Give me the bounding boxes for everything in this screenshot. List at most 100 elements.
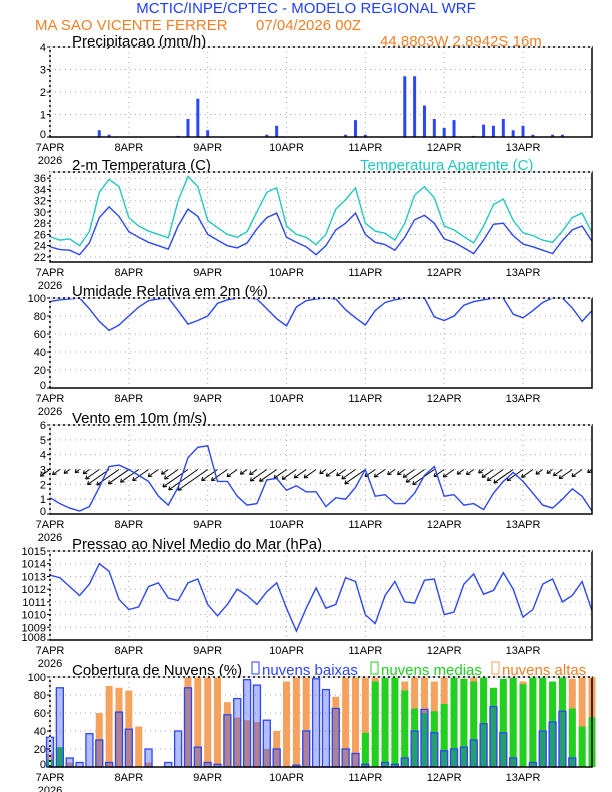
cloud-bar-nuvens-baixas — [331, 707, 340, 768]
pres-xtick-label: 12APR — [427, 645, 462, 657]
cloud-bar-nuvens-baixas — [252, 684, 262, 768]
pres-year-label: 2026 — [38, 658, 62, 670]
wind-arrowhead — [85, 475, 90, 480]
wind-arrowhead — [164, 475, 169, 480]
wind-arrowhead — [442, 473, 448, 478]
wind-arrow — [344, 469, 366, 485]
cloud-bar-nuvens-baixas — [410, 730, 419, 768]
legend-swatch-high — [491, 661, 500, 675]
temp-ytick-label: 24 — [34, 241, 46, 253]
cloud-bar-nuvens-baixas — [242, 679, 252, 768]
precip-ytick-label: 3 — [40, 65, 46, 77]
cloud-bar-nuvens-medias — [381, 677, 389, 767]
cloud-bar-nuvens-medias — [539, 677, 547, 767]
rh-frame — [49, 297, 593, 389]
cloud-bar-nuvens-baixas — [430, 732, 439, 768]
precip-bar-precipitacao — [363, 134, 367, 137]
temp-xtick-label: 7APR — [36, 267, 65, 279]
cloud-bar-nuvens-baixas — [479, 723, 488, 768]
cloud-bar-nuvens-baixas — [173, 730, 183, 768]
cloud-bar-nuvens-medias — [420, 713, 428, 767]
wind-arrowhead — [341, 475, 346, 480]
precip-bar-precipitacao — [452, 120, 456, 137]
wind-title: Vento em 10m (m/s) — [72, 410, 207, 427]
precip-bar-precipitacao — [107, 134, 111, 137]
temp-xtick-label: 11APR — [348, 267, 382, 279]
wind-arrowhead — [52, 470, 57, 476]
rh-xtick-label: 7APR — [36, 393, 65, 405]
cloud-bar-nuvens-baixas — [440, 750, 449, 768]
precip-bar-precipitacao — [501, 119, 505, 137]
rh-year-label: 2026 — [38, 406, 62, 418]
wind-arrow — [303, 469, 317, 479]
temp-line-temperatura-aparente-c- — [49, 175, 593, 247]
precip-bar-precipitacao — [275, 125, 279, 137]
pres-xtick-label: 7APR — [36, 645, 65, 657]
cloud-bar-nuvens-altas — [283, 681, 291, 767]
cloud-xtick-label: 13APR — [506, 772, 541, 784]
pres-ytick-label: 1014 — [22, 559, 46, 571]
wind-arrowhead — [107, 480, 113, 485]
precip-xtick-label: 8APR — [114, 142, 143, 154]
precip-bar-precipitacao — [531, 134, 535, 137]
precip-bar-precipitacao — [432, 119, 436, 137]
main-title: MCTIC/INPE/CPTEC - MODELO REGIONAL WRF — [136, 0, 475, 17]
cloud-panel: 0 20 40 60 80 100 7APR 8APR 9APR 10APR 11APR 12APR 1… — [28, 672, 596, 792]
rh-ytick-label: 100 — [28, 293, 46, 305]
wind-arrowhead — [87, 481, 92, 486]
cloud-bar-nuvens-baixas — [351, 752, 360, 768]
wind-arrowhead — [558, 474, 564, 480]
wind-arrow — [336, 469, 346, 477]
cloud-bar-nuvens-medias — [558, 677, 566, 767]
wind-arrowhead — [147, 472, 153, 478]
wind-arrowhead — [168, 486, 173, 491]
temp-ytick-label: 34 — [34, 184, 46, 196]
wind-arrow — [240, 469, 248, 475]
pres-ytick-label: 1012 — [22, 584, 46, 596]
precip-bar-precipitacao — [206, 130, 210, 137]
cloud-bar-nuvens-altas — [66, 762, 74, 767]
wind-arrow — [211, 469, 228, 482]
precip-bar-precipitacao — [97, 130, 101, 137]
cloud-bar-nuvens-altas — [351, 677, 359, 767]
wind-arrow — [466, 469, 475, 476]
wind-xtick-label: 9APR — [193, 519, 222, 531]
cloud-bar-nuvens-baixas — [311, 678, 321, 768]
wind-arrow — [132, 469, 149, 482]
cloud-bar-nuvens-medias — [529, 677, 537, 767]
cloud-bar-nuvens-altas — [332, 696, 340, 767]
wind-arrow — [487, 469, 504, 482]
wind-arrow — [259, 469, 277, 482]
legend-swatch-low — [251, 661, 260, 675]
pres-xtick-label: 13APR — [506, 645, 541, 657]
pres-ytick-label: 1008 — [22, 632, 46, 644]
precip-year-label: 2026 — [38, 155, 62, 167]
cloud-bar-nuvens-altas — [292, 677, 300, 767]
cloud-bar-nuvens-baixas — [302, 730, 311, 768]
cloud-bar-nuvens-baixas — [469, 739, 478, 768]
rh-xtick-label: 9APR — [193, 393, 222, 405]
precip-bar-precipitacao — [560, 134, 564, 137]
temp-ytick-label: 22 — [34, 252, 46, 264]
cloud-bar-nuvens-altas — [253, 722, 261, 767]
wind-arrowhead — [303, 474, 309, 479]
wind-arrow — [493, 469, 514, 484]
rh-title: Umidade Relativa em 2m (%) — [72, 283, 268, 300]
cloud-xtick-label: 10APR — [269, 772, 304, 784]
legend-high-clouds: nuvens altas — [502, 662, 586, 679]
cloud-bar-nuvens-baixas — [420, 708, 429, 768]
temp-year-label: 2026 — [38, 280, 62, 292]
cloud-bar-nuvens-baixas — [144, 748, 153, 768]
wind-arrow — [319, 469, 327, 475]
wind-xtick-label: 10APR — [269, 519, 304, 531]
wind-arrow — [374, 469, 386, 478]
temp-ytick-label: 36 — [34, 173, 46, 185]
cloud-bar-nuvens-medias — [401, 690, 409, 767]
precip-ytick-label: 4 — [40, 42, 46, 54]
temp-title: 2-m Temperatura (C) — [72, 157, 211, 174]
legend-mid-clouds: nuvens medias — [381, 662, 482, 679]
cloud-bar-nuvens-medias — [450, 677, 458, 767]
cloud-bar-nuvens-altas — [194, 677, 202, 767]
cloud-bar-nuvens-baixas — [341, 748, 350, 768]
wind-arrow — [249, 469, 258, 476]
